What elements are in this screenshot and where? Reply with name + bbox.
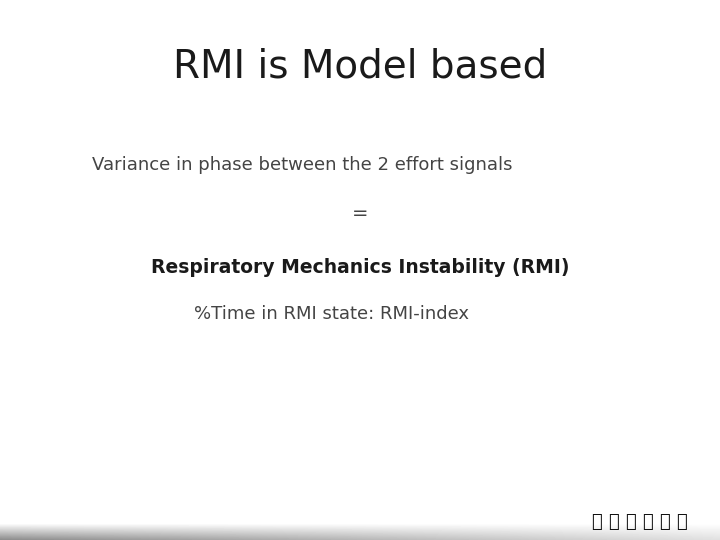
Text: 서 울 수 면 센 타: 서 울 수 면 센 타 — [592, 512, 688, 530]
Text: %Time in RMI state: RMI-index: %Time in RMI state: RMI-index — [194, 306, 469, 323]
Text: Respiratory Mechanics Instability (RMI): Respiratory Mechanics Instability (RMI) — [150, 258, 570, 278]
Text: Variance in phase between the 2 effort signals: Variance in phase between the 2 effort s… — [92, 156, 513, 174]
Text: RMI is Model based: RMI is Model based — [173, 48, 547, 85]
Text: =: = — [352, 204, 368, 223]
